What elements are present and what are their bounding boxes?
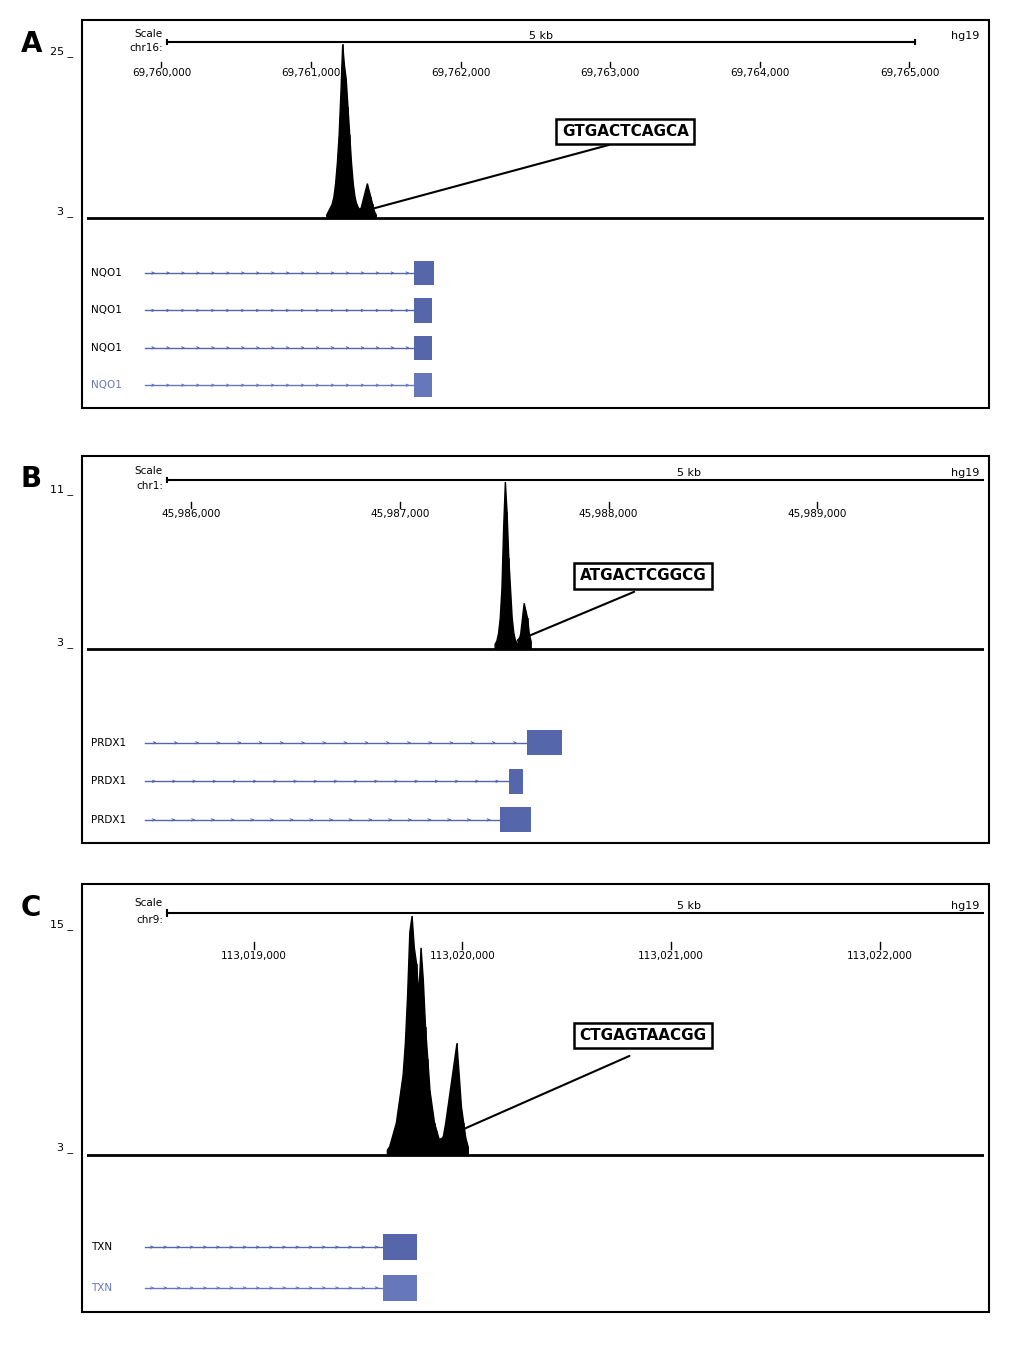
Text: 45,988,000: 45,988,000: [579, 509, 638, 520]
Polygon shape: [387, 917, 468, 1155]
Text: hg19: hg19: [951, 900, 979, 911]
Text: 3 _: 3 _: [57, 1142, 73, 1153]
Text: chr16:: chr16:: [129, 44, 163, 53]
Bar: [414, 261, 434, 286]
Text: C: C: [20, 894, 41, 922]
Text: 11 _: 11 _: [50, 484, 73, 495]
Text: 69,765,000: 69,765,000: [879, 68, 938, 78]
Bar: [382, 1234, 417, 1261]
Text: 3 _: 3 _: [57, 636, 73, 647]
Text: 25 _: 25 _: [50, 46, 73, 57]
Text: 45,987,000: 45,987,000: [370, 509, 429, 520]
Text: 5 kb: 5 kb: [677, 900, 701, 911]
Text: TXN: TXN: [91, 1282, 112, 1293]
Text: 5 kb: 5 kb: [529, 31, 553, 41]
Text: 69,761,000: 69,761,000: [281, 68, 340, 78]
Text: 69,763,000: 69,763,000: [580, 68, 639, 78]
Text: NQO1: NQO1: [91, 381, 122, 390]
Text: Scale: Scale: [135, 465, 163, 476]
Text: 69,760,000: 69,760,000: [131, 68, 191, 78]
Text: ATGACTCGGCG: ATGACTCGGCG: [579, 568, 706, 583]
Text: Scale: Scale: [135, 29, 163, 39]
Bar: [414, 336, 432, 360]
Text: 15 _: 15 _: [50, 919, 73, 930]
Text: A: A: [20, 30, 42, 58]
Bar: [382, 1274, 417, 1302]
Text: Scale: Scale: [135, 898, 163, 907]
Bar: [508, 768, 523, 794]
Text: hg19: hg19: [951, 468, 979, 477]
Bar: [499, 808, 531, 832]
Text: PRDX1: PRDX1: [91, 777, 126, 786]
Text: chr9:: chr9:: [136, 914, 163, 925]
Text: B: B: [20, 465, 42, 494]
Bar: [414, 373, 432, 397]
Text: 113,019,000: 113,019,000: [220, 951, 286, 962]
Polygon shape: [494, 481, 531, 649]
Text: 69,764,000: 69,764,000: [730, 68, 789, 78]
Text: 113,022,000: 113,022,000: [846, 951, 912, 962]
Text: PRDX1: PRDX1: [91, 737, 126, 748]
Bar: [526, 730, 561, 755]
Text: chr1:: chr1:: [136, 481, 163, 491]
Bar: [414, 298, 432, 322]
Text: NQO1: NQO1: [91, 343, 122, 352]
Text: NQO1: NQO1: [91, 306, 122, 316]
Polygon shape: [326, 45, 376, 219]
Text: NQO1: NQO1: [91, 268, 122, 277]
Text: PRDX1: PRDX1: [91, 815, 126, 826]
Text: GTGACTCAGCA: GTGACTCAGCA: [561, 124, 688, 139]
Text: TXN: TXN: [91, 1242, 112, 1253]
Text: 5 kb: 5 kb: [677, 468, 701, 477]
Text: 45,989,000: 45,989,000: [787, 509, 846, 520]
Text: 69,762,000: 69,762,000: [431, 68, 490, 78]
Text: 113,021,000: 113,021,000: [638, 951, 703, 962]
Text: CTGAGTAACGG: CTGAGTAACGG: [579, 1028, 706, 1043]
Text: hg19: hg19: [951, 31, 979, 41]
Text: 45,986,000: 45,986,000: [161, 509, 220, 520]
Text: 113,020,000: 113,020,000: [429, 951, 495, 962]
Text: 3 _: 3 _: [57, 207, 73, 218]
